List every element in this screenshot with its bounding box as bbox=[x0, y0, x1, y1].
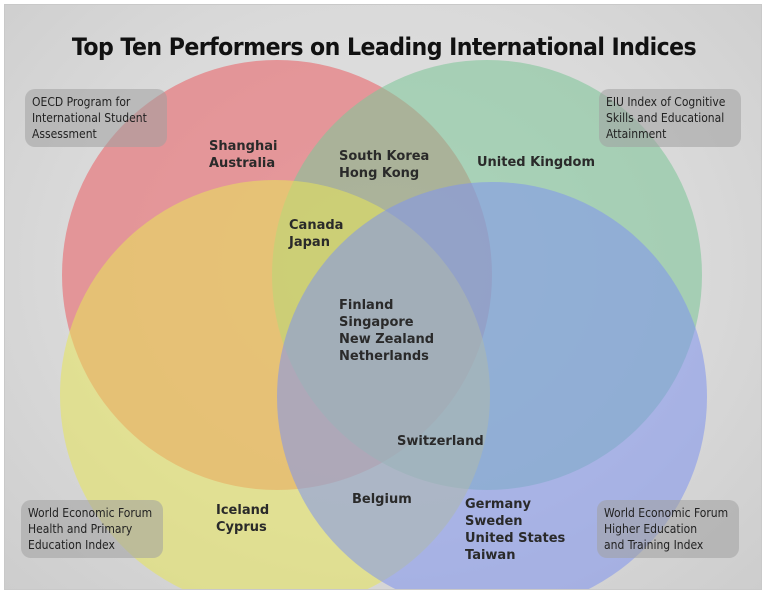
country-label: Germany bbox=[465, 496, 565, 513]
country-label: Netherlands bbox=[339, 348, 434, 365]
wef-higher-set-label: World Economic Forum Higher Education an… bbox=[597, 500, 739, 558]
diagram-title: Top Ten Performers on Leading Internatio… bbox=[35, 33, 732, 61]
region-all-four: Finland Singapore New Zealand Netherland… bbox=[339, 297, 434, 365]
country-label: Japan bbox=[289, 234, 343, 251]
country-label: Cyprus bbox=[216, 519, 269, 536]
country-label: Taiwan bbox=[465, 547, 565, 564]
wef-health-label-line: World Economic Forum bbox=[28, 506, 152, 520]
country-label: Switzerland bbox=[397, 433, 484, 450]
region-higher-only: Germany Sweden United States Taiwan bbox=[465, 496, 565, 564]
country-label: Shanghai bbox=[209, 138, 277, 155]
country-label: Singapore bbox=[339, 314, 434, 331]
country-label: Canada bbox=[289, 217, 343, 234]
region-health-higher: Belgium bbox=[352, 491, 412, 508]
country-label: South Korea bbox=[339, 148, 429, 165]
country-label: United States bbox=[465, 530, 565, 547]
country-label: New Zealand bbox=[339, 331, 434, 348]
country-label: Hong Kong bbox=[339, 165, 429, 182]
wef-higher-label-line: and Training Index bbox=[604, 538, 703, 552]
eiu-label-line: EIU Index of Cognitive bbox=[606, 95, 725, 109]
region-eiu-health-higher: Switzerland bbox=[397, 433, 484, 450]
wef-health-label-line: Health and Primary bbox=[28, 522, 132, 536]
region-oecd-eiu-health: Canada Japan bbox=[289, 217, 343, 251]
wef-higher-label-line: World Economic Forum bbox=[604, 506, 728, 520]
country-label: Australia bbox=[209, 155, 277, 172]
wef-health-set-label: World Economic Forum Health and Primary … bbox=[21, 500, 163, 558]
eiu-label-line: Attainment bbox=[606, 127, 666, 141]
region-oecd-only: Shanghai Australia bbox=[209, 138, 277, 172]
oecd-label-line: International Student bbox=[32, 111, 147, 125]
country-label: Iceland bbox=[216, 502, 269, 519]
eiu-label-line: Skills and Educational bbox=[606, 111, 724, 125]
country-label: Sweden bbox=[465, 513, 565, 530]
oecd-label-line: OECD Program for bbox=[32, 95, 130, 109]
diagram-frame: Top Ten Performers on Leading Internatio… bbox=[4, 4, 762, 590]
wef-health-label-line: Education Index bbox=[28, 538, 115, 552]
region-health-only: Iceland Cyprus bbox=[216, 502, 269, 536]
eiu-set-label: EIU Index of Cognitive Skills and Educat… bbox=[599, 89, 741, 147]
oecd-label-line: Assessment bbox=[32, 127, 97, 141]
country-label: Finland bbox=[339, 297, 434, 314]
oecd-set-label: OECD Program for International Student A… bbox=[25, 89, 167, 147]
region-oecd-eiu: South Korea Hong Kong bbox=[339, 148, 429, 182]
wef-higher-label-line: Higher Education bbox=[604, 522, 697, 536]
region-eiu-only: United Kingdom bbox=[477, 154, 595, 171]
country-label: United Kingdom bbox=[477, 154, 595, 171]
country-label: Belgium bbox=[352, 491, 412, 508]
